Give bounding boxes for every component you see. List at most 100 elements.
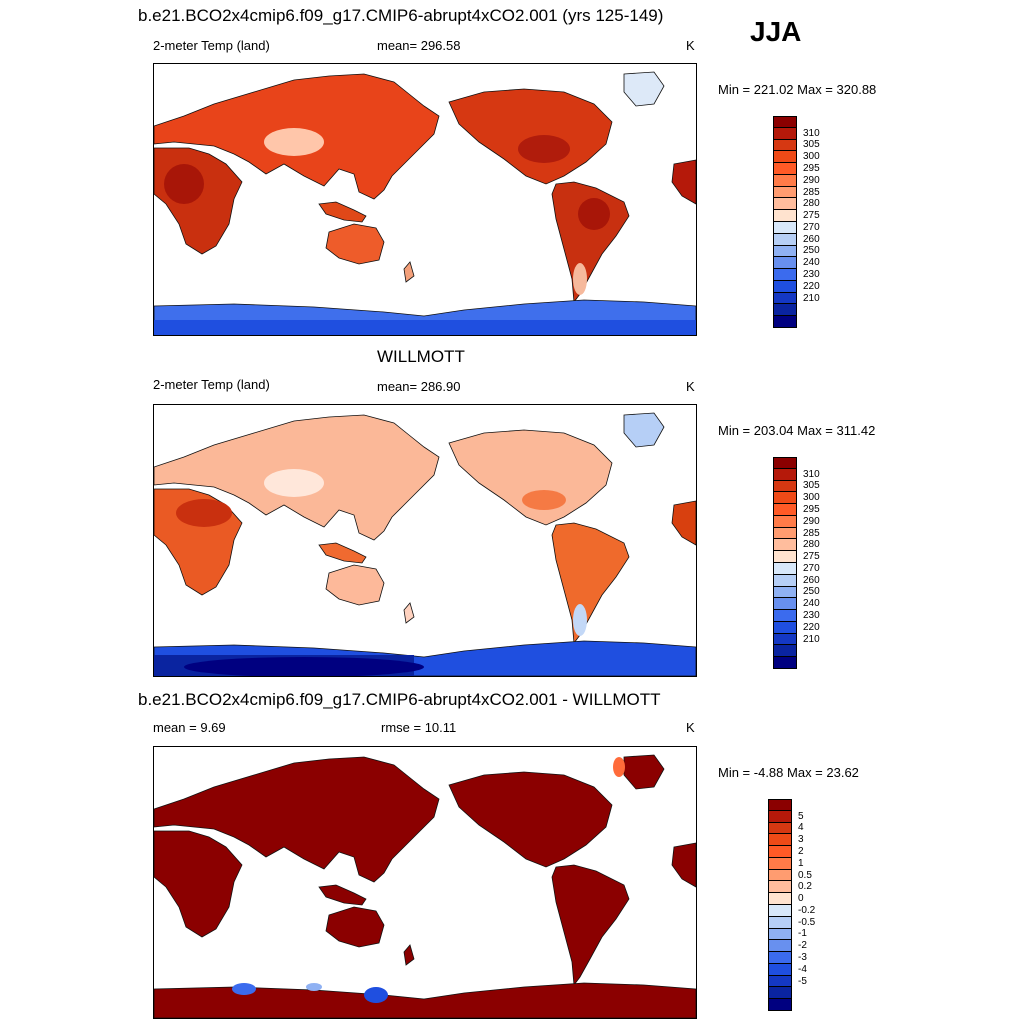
map-value-region [573,604,587,636]
colorbar-swatch [768,963,792,976]
map-value-region [613,757,625,777]
panel-obs-colorbar: 310 305 300 295 290 285 280 275 270 260 250 240 230 2… [773,457,833,669]
landmass-africa [154,147,243,255]
colorbar-swatch [773,492,797,505]
map-value-region [306,983,322,991]
map-value-region [164,164,204,204]
colorbar-tick-label: -3 [798,952,807,963]
landmass-greenland [623,412,665,448]
panel-model-units-label: K [686,38,695,53]
colorbar-tick-label: 1 [798,857,804,869]
colorbar-swatch [768,881,792,894]
colorbar-tick-label: 0.2 [798,881,812,893]
landmass-africaE [671,159,696,205]
colorbar-tick-label: 295 [803,163,820,174]
panel-model-mean-label: mean= 296.58 [377,38,461,53]
colorbar-tick-label: 0 [798,893,804,905]
colorbar-swatch [768,893,792,905]
landmass-australia [325,564,385,606]
colorbar-swatch [773,598,797,611]
panel-model-minmax-label: Min = 221.02 Max = 320.88 [718,82,877,97]
colorbar-swatch [773,633,797,646]
landmass-indonesia [318,884,367,906]
colorbar-tick-label: 2 [798,846,804,857]
landmass-australia [325,906,385,948]
colorbar-swatch [768,987,792,1000]
colorbar-swatch [773,269,797,281]
landmass-indonesia [318,201,367,223]
panel-obs-map [153,404,697,677]
panel-obs-title: WILLMOTT [377,347,465,366]
colorbar-swatch [773,151,797,164]
map-value-region [184,657,424,676]
colorbar-swatch [768,916,792,929]
colorbar-swatch [768,834,792,847]
colorbar-tick-label: 240 [803,257,820,269]
colorbar-swatch [773,563,797,575]
panel-diff-title: b.e21.BCO2x4cmip6.f09_g17.CMIP6-abrupt4x… [138,690,661,709]
colorbar-swatch [773,645,797,658]
colorbar-swatch [773,280,797,293]
colorbar-tick-label: 280 [803,198,820,210]
colorbar-tick-label: 250 [803,245,820,257]
colorbar-tick-label: 220 [803,621,820,633]
colorbar-swatch [773,210,797,222]
colorbar-tick-label: 230 [803,269,820,280]
colorbar-swatch [773,257,797,270]
map-value-region [518,135,570,163]
landmass-samerica [551,522,630,645]
panel-obs-units-label: K [686,379,695,394]
map-value-region [154,320,696,335]
colorbar-swatch [768,810,792,823]
colorbar-swatch [768,822,792,835]
colorbar-swatch [768,905,792,917]
colorbar-tick-label: 310 [803,127,820,139]
colorbar-swatch [768,952,792,964]
colorbar-tick-label: 285 [803,186,820,198]
panel-diff-rmse-label: rmse = 10.11 [381,720,457,735]
map-value-region [264,128,324,156]
panel-diff-colorbar: 5 4 3 2 1 0.5 0.2 0 -0.2 -0.5 -1 -2 -3 -4 -5 [768,799,828,1011]
map-value-region [232,983,256,995]
colorbar-swatch [773,515,797,528]
colorbar-swatch [773,457,797,469]
colorbar-tick-label: 290 [803,174,820,186]
colorbar-tick-label: 220 [803,280,820,292]
colorbar-swatch [768,857,792,870]
colorbar-tick-label: 275 [803,210,820,222]
landmass-nz [403,261,415,283]
colorbar-tick-label: 230 [803,610,820,621]
colorbar-tick-label: 295 [803,504,820,515]
colorbar-swatch [768,975,792,988]
panel-model-colorbar: 310 305 300 295 290 285 280 275 270 260 250 240 230 2… [773,116,833,328]
colorbar-tick-label: 210 [803,292,820,304]
colorbar-swatch [768,999,792,1011]
colorbar-swatch [773,186,797,199]
colorbar-tick-label: 240 [803,598,820,610]
colorbar-swatch [773,116,797,128]
map-value-region [176,499,232,527]
panel-obs-minmax-label: Min = 203.04 Max = 311.42 [718,423,876,438]
map-value-region [573,263,587,295]
colorbar-tick-label: 290 [803,515,820,527]
panel-diff-units-label: K [686,720,695,735]
colorbar-swatch [773,527,797,540]
map-value-region [264,469,324,497]
colorbar-tick-label: 300 [803,492,820,504]
colorbar-swatch [773,245,797,258]
colorbar-tick-label: 270 [803,221,820,233]
colorbar-swatch [773,574,797,587]
landmass-australia [325,223,385,265]
colorbar-swatch [773,316,797,328]
colorbar-tick-label: 270 [803,562,820,574]
colorbar-swatch [773,551,797,563]
colorbar-swatch [768,846,792,858]
landmass-samerica [551,864,630,987]
colorbar-tick-label: 250 [803,586,820,598]
landmass-africaE [671,500,696,546]
colorbar-tick-label: 3 [798,834,804,846]
panel-diff-minmax-label: Min = -4.88 Max = 23.62 [718,765,859,780]
colorbar-tick-label: -0.2 [798,904,816,916]
colorbar-swatch [773,539,797,552]
colorbar-swatch [773,163,797,175]
